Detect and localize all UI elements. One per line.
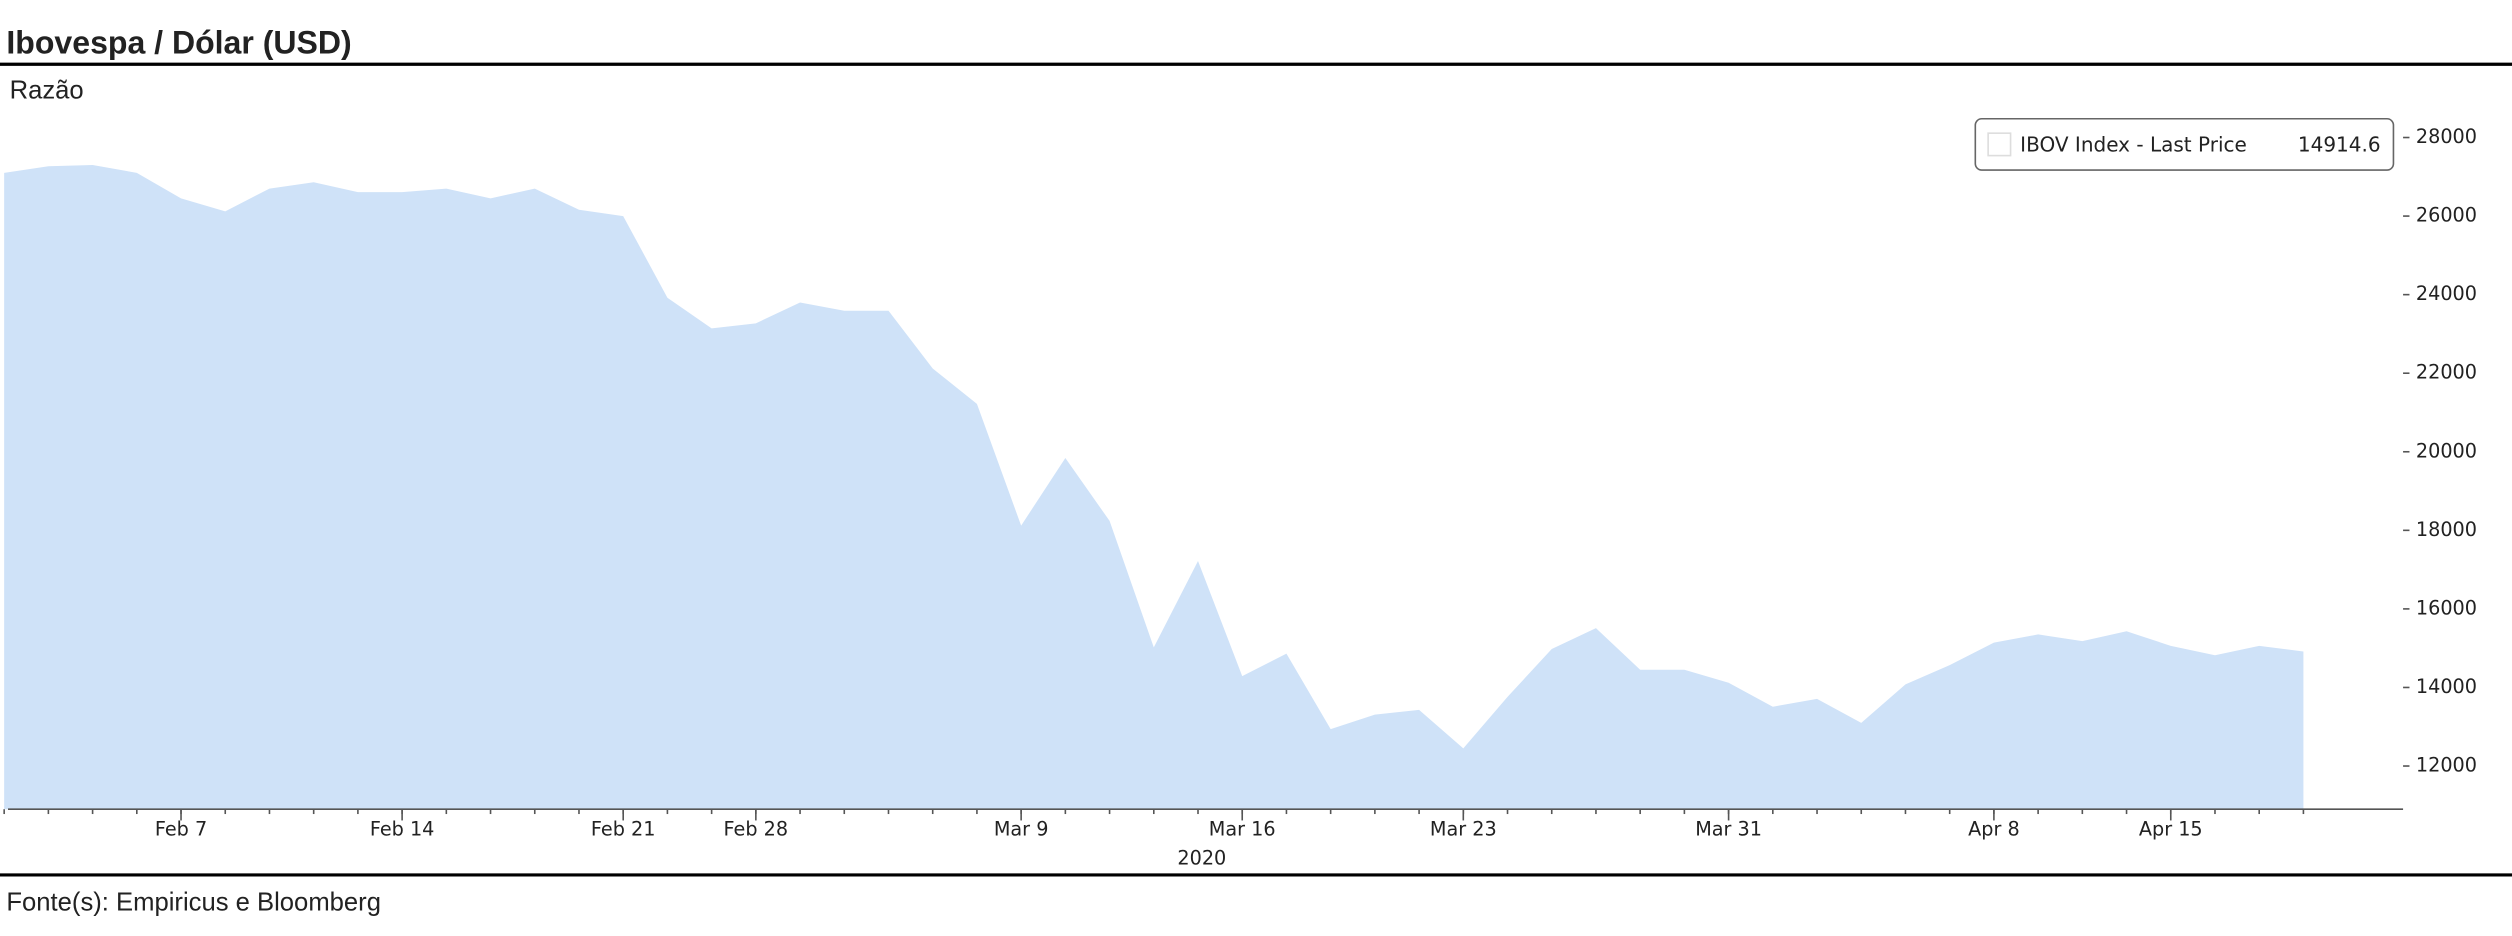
x-tick-label: Mar 9: [994, 818, 1049, 841]
y-tick-label: 24000: [2416, 282, 2477, 305]
x-tick-label: Feb 28: [724, 818, 789, 841]
x-tick-label: Feb 7: [155, 818, 207, 841]
y-tick-label: 16000: [2416, 596, 2477, 619]
y-tick-label: 28000: [2416, 125, 2477, 148]
x-tick-label: Mar 31: [1695, 818, 1762, 841]
y-tick-label: 12000: [2416, 754, 2477, 777]
y-tick-label: 18000: [2416, 518, 2477, 541]
legend-box: [1974, 117, 2395, 171]
y-tick-label: 26000: [2416, 204, 2477, 227]
chart-title: Ibovespa / Dólar (USD): [6, 25, 351, 61]
x-tick-label: Mar 16: [1209, 818, 1276, 841]
x-tick-label: Apr 8: [1968, 818, 2020, 841]
y-tick-label: 14000: [2416, 675, 2477, 698]
legend-value: 14914.6: [2298, 132, 2381, 156]
area: [4, 165, 2304, 810]
x-tick-label: Mar 23: [1430, 818, 1497, 841]
x-tick-label: Apr 15: [2139, 818, 2203, 841]
source-note: Fonte(s): Empiricus e Bloomberg: [6, 889, 381, 917]
x-tick-label: Feb 14: [370, 818, 435, 841]
x-axis-label: 2020: [1177, 846, 1226, 869]
legend: IBOV Index - Last Price 14914.6: [1974, 117, 2395, 171]
chart-subtitle: Razão: [10, 76, 84, 104]
x-tick-label: Feb 21: [591, 818, 656, 841]
legend-swatch: [1987, 132, 2012, 157]
y-tick-label: 22000: [2416, 361, 2477, 384]
legend-label: IBOV Index - Last Price: [2020, 132, 2247, 156]
y-tick-label: 20000: [2416, 439, 2477, 462]
